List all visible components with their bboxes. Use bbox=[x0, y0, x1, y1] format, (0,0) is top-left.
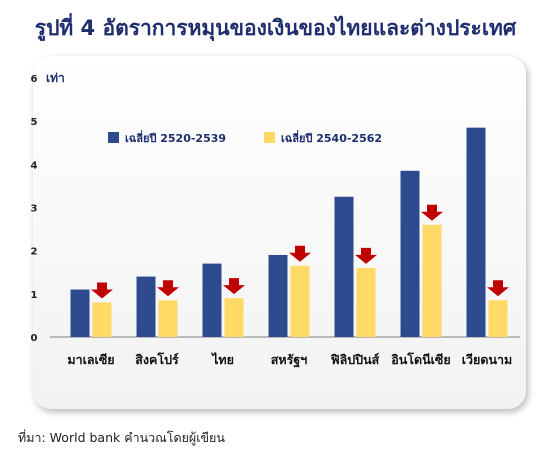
y-tick-label: 3 bbox=[31, 204, 38, 215]
bar-series2 bbox=[422, 224, 442, 337]
x-tick-label: มาเลเซีย bbox=[67, 352, 114, 367]
bar-series2 bbox=[224, 298, 244, 337]
x-tick-label: ฟิลิปปินส์ bbox=[330, 352, 380, 367]
y-tick-label: 1 bbox=[31, 290, 38, 301]
y-tick-label: 2 bbox=[31, 247, 38, 258]
x-tick-label: ไทย bbox=[210, 352, 234, 367]
bar-series1 bbox=[400, 170, 420, 337]
bar-series2 bbox=[488, 300, 508, 337]
down-arrow-icon bbox=[289, 245, 311, 262]
legend-swatch bbox=[264, 132, 275, 143]
y-tick-label: 6 bbox=[31, 74, 38, 85]
y-tick-label: 4 bbox=[31, 160, 38, 171]
x-tick-label: สหรัฐฯ bbox=[271, 352, 308, 368]
y-tick-label: 5 bbox=[31, 117, 38, 128]
legend-swatch bbox=[108, 132, 119, 143]
source-note: ที่มา: World bank คำนวณโดยผู้เขียน bbox=[18, 430, 225, 445]
legend-label: เฉลี่ยปี 2520-2539 bbox=[125, 130, 226, 145]
bar-series1 bbox=[334, 196, 354, 337]
down-arrow-icon bbox=[355, 247, 377, 264]
down-arrow-icon bbox=[421, 204, 443, 221]
chart-title: รูปที่ 4 อัตราการหมุนของเงินของไทยและต่า… bbox=[34, 16, 517, 40]
bar-series1 bbox=[268, 254, 288, 337]
bar-series1 bbox=[136, 276, 156, 337]
y-tick-label: 0 bbox=[31, 333, 38, 344]
chart-panel bbox=[33, 56, 526, 409]
bar-series2 bbox=[158, 300, 178, 337]
bar-series1 bbox=[466, 127, 486, 338]
down-arrow-icon bbox=[487, 280, 509, 297]
x-tick-label: อินโดนีเซีย bbox=[391, 352, 451, 367]
bar-series1 bbox=[202, 263, 222, 337]
x-tick-label: สิงคโปร์ bbox=[135, 352, 179, 367]
legend-label: เฉลี่ยปี 2540-2562 bbox=[281, 130, 382, 145]
bar-series2 bbox=[92, 302, 112, 337]
down-arrow-icon bbox=[91, 282, 113, 299]
bar-series1 bbox=[70, 289, 90, 337]
down-arrow-icon bbox=[157, 280, 179, 297]
bar-series2 bbox=[356, 267, 376, 337]
y-axis-label: เท่า bbox=[46, 71, 65, 85]
x-tick-label: เวียดนาม bbox=[462, 352, 513, 367]
down-arrow-icon bbox=[223, 278, 245, 295]
bar-series2 bbox=[290, 265, 310, 337]
